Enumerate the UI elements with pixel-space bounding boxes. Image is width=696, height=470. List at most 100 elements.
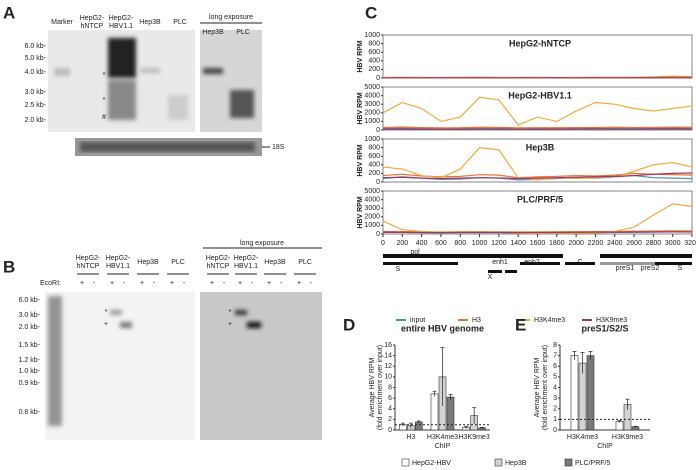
band-mark: * [103, 72, 106, 79]
y-tick-label: 6 [553, 363, 557, 370]
x-tick-label: 2600 [626, 240, 642, 247]
x-tick-label: 1000 [472, 240, 488, 247]
y-tick-label: 600 [368, 153, 380, 160]
legend-swatch [494, 458, 503, 467]
lane-label: PLC [236, 29, 250, 36]
y-tick-label: 2 [388, 416, 392, 423]
series-line [382, 126, 693, 129]
size-label: 6.0 kb- [19, 297, 41, 304]
y-tick-label: 4 [388, 406, 392, 413]
legend-label: H3 [472, 317, 481, 324]
y-axis-label: HBV RPM [357, 144, 364, 176]
treatment: + [80, 280, 84, 287]
genome-map [383, 254, 692, 273]
y-tick-label: 6 [388, 395, 392, 402]
y-tick-label: 10 [384, 374, 392, 381]
y-tick-label: 5 [553, 374, 557, 381]
blot-a [48, 22, 270, 156]
y-tick-label: 16 [384, 342, 392, 349]
x-tick-label: H3K4me3 [427, 434, 458, 441]
x-tick-label: H3K4me3 [567, 434, 598, 441]
y-tick-label: 400 [368, 162, 380, 169]
bar [615, 421, 624, 431]
y-tick-label: 4 [553, 384, 557, 391]
x-tick-label: 600 [435, 240, 447, 247]
x-tick-label: 1800 [549, 240, 565, 247]
lane-label: Hep3B [202, 29, 224, 36]
map-label: preS2 [641, 265, 660, 272]
y-tick-label: 0 [376, 75, 380, 82]
size-label: 1.0 kb- [19, 368, 41, 375]
x-tick-label: 3000 [665, 240, 681, 247]
loading-label: 18S [272, 144, 285, 151]
subplot-title: PLC/PRF/5 [517, 194, 563, 204]
y-tick-label: 3000 [364, 101, 380, 108]
y-tick-label: 1000 [364, 222, 380, 229]
y-axis-label: Average HBV RPM [369, 357, 376, 417]
band-mark: + [104, 321, 108, 328]
bar [415, 421, 423, 431]
lane-label: HepG2- [234, 255, 259, 262]
map-label: preS1 [616, 265, 635, 272]
map-label: X [488, 274, 493, 281]
y-axis-label: HBV RPM [357, 40, 364, 72]
y-tick-label: 200 [368, 170, 380, 177]
panel-letter: A [3, 3, 15, 22]
y-tick-label: 1000 [364, 118, 380, 125]
size-label: 3.0 kb- [19, 312, 41, 319]
lane-label: Marker [51, 19, 73, 26]
legend-label: HepG2-HBV [412, 460, 451, 467]
lane-label: hNTCP [77, 263, 100, 270]
x-tick-label: 200 [396, 240, 408, 247]
panel-letter: C [365, 3, 377, 22]
x-tick-label: H3 [406, 434, 415, 441]
size-label: 2.0 kb- [25, 117, 47, 124]
lane-label: HepG2- [206, 255, 231, 262]
y-tick-label: 1 [553, 416, 557, 423]
y-tick-label: 5000 [364, 188, 380, 195]
lane-label: Hep3B [139, 19, 161, 26]
y-tick-label: 200 [368, 66, 380, 73]
lane-label: PLC [298, 259, 312, 266]
size-label: 0.9 kb- [19, 380, 41, 387]
lane-label: HepG2- [80, 15, 105, 22]
band-mark: * [229, 309, 232, 316]
x-tick-label: H3K9me3 [459, 434, 490, 441]
series-line [382, 231, 693, 234]
treatment: + [267, 280, 271, 287]
x-axis-label: ChIP [597, 443, 613, 450]
y-tick-label: 12 [384, 363, 392, 370]
label: long exposure [209, 14, 253, 21]
y-tick-label: 2 [553, 406, 557, 413]
y-tick-label: 800 [368, 144, 380, 151]
y-tick-label: 8 [553, 342, 557, 349]
series-line [382, 96, 693, 126]
lane-label: Hep3B [264, 259, 286, 266]
y-axis-label: HBV RPM [357, 92, 364, 124]
band-mark: * [103, 97, 106, 104]
size-label: 2.0 kb- [19, 324, 41, 331]
series-line [382, 203, 693, 234]
series-line [382, 172, 693, 180]
bar [586, 355, 595, 431]
lane-label: HepG2- [106, 255, 131, 262]
y-tick-label: 600 [368, 49, 380, 56]
map-label: S [678, 265, 683, 272]
treatment: - [93, 280, 96, 287]
series-line [382, 146, 693, 181]
series-line [382, 127, 693, 130]
size-label: 6.0 kb- [25, 43, 47, 50]
y-tick-label: 3000 [364, 205, 380, 212]
treatment: + [140, 280, 144, 287]
y-tick-label: 1000 [364, 136, 380, 143]
lane-label: HepG2- [109, 15, 134, 22]
y-tick-label: 3 [553, 395, 557, 402]
x-tick-label: 3200 [684, 240, 696, 247]
y-tick-label: 2000 [364, 214, 380, 221]
y-tick-label: 0 [376, 231, 380, 238]
label: long exposure [240, 240, 284, 247]
lane-label: HepG2- [76, 255, 101, 262]
x-tick-label: 2400 [607, 240, 623, 247]
y-tick-label: 0 [376, 179, 380, 186]
